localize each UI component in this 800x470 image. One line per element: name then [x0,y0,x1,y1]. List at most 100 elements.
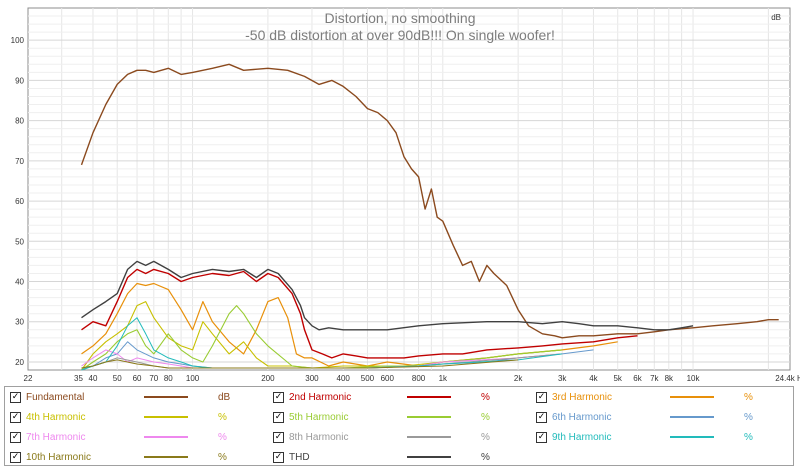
legend-checkbox[interactable]: ✓ [273,431,284,443]
legend-unit: % [218,411,227,423]
legend-swatch [670,396,714,398]
x-tick-label: 500 [361,374,375,383]
legend-unit: % [218,451,227,463]
y-tick-label: 30 [15,318,24,327]
legend-unit: % [218,431,227,443]
legend-label: 5th Harmonic [289,411,349,423]
y-tick-label: 90 [15,76,24,85]
legend-label: Fundamental [26,391,85,403]
y-tick-label: 100 [11,36,25,45]
x-tick-label: 200 [261,374,275,383]
legend-item-3rd-harmonic: ✓ 3rd Harmonic% [536,387,764,407]
legend-item-9th-harmonic: ✓ 9th Harmonic% [536,427,764,447]
legend-checkbox[interactable]: ✓ [10,411,21,423]
legend-unit: % [744,411,753,423]
x-tick-label: 10k [687,374,701,383]
legend-swatch [670,436,714,438]
y-axis-label: dB [771,13,781,22]
y-tick-label: 60 [15,197,24,206]
y-tick-label: 70 [15,157,24,166]
y-tick-label: 80 [15,117,24,126]
legend-unit: % [744,431,753,443]
legend-item-fundamental: ✓ Fundamental dB [10,387,238,407]
legend-unit: % [481,411,490,423]
series-line-10th-harmonic [81,359,519,369]
x-tick-label: 50 [113,374,122,383]
legend-label: 2nd Harmonic [289,391,352,403]
legend-swatch [670,416,714,418]
legend-label: 9th Harmonic [552,431,612,443]
y-axis-ticks: 20 30 40 50 60 70 80 90 100 [11,36,25,367]
legend-item-5th-harmonic: ✓ 5th Harmonic% [273,407,501,427]
legend-swatch [407,396,451,398]
legend-item-8th-harmonic: ✓ 8th Harmonic% [273,427,501,447]
legend-swatch [407,416,451,418]
x-tick-label: 400 [337,374,351,383]
legend-swatch [144,456,188,458]
series-line-2nd-harmonic [81,268,638,359]
legend-checkbox[interactable]: ✓ [10,451,21,463]
legend-checkbox[interactable]: ✓ [536,411,547,423]
x-tick-label: 22 [24,374,33,383]
x-tick-label: 8k [665,374,674,383]
y-tick-label: 50 [15,237,24,246]
legend-checkbox[interactable]: ✓ [536,391,547,403]
legend-unit: % [481,431,490,443]
legend-swatch [407,456,451,458]
series-line-thd [81,260,694,331]
legend-checkbox[interactable]: ✓ [10,431,21,443]
legend-swatch [144,416,188,418]
x-tick-label: 24.4k Hz [775,374,800,383]
distortion-chart: 22 35 40 50 60 70 80 100 200 300 400 500 600 800 1k 2k 3… [11,7,800,383]
series-line-fundamental [80,63,779,339]
legend-label: 7th Harmonic [26,431,86,443]
legend-label: 4th Harmonic [26,411,86,423]
legend-item-7th-harmonic: ✓ 7th Harmonic% [10,427,238,447]
x-tick-label: 35 [74,374,83,383]
legend-checkbox[interactable]: ✓ [273,411,284,423]
x-tick-label: 80 [164,374,173,383]
x-tick-label: 1k [439,374,448,383]
legend-label: 3rd Harmonic [552,391,613,403]
legend-unit: dB [218,391,231,403]
x-tick-label: 40 [89,374,98,383]
x-tick-label: 70 [149,374,158,383]
y-tick-label: 20 [15,358,24,367]
plot-area [27,7,791,371]
x-tick-label: 2k [514,374,523,383]
x-tick-label: 800 [412,374,426,383]
legend-swatch [144,436,188,438]
x-tick-label: 5k [613,374,622,383]
legend-unit: % [744,391,753,403]
x-tick-label: 100 [186,374,200,383]
legend-checkbox[interactable]: ✓ [273,451,284,463]
legend-panel: ✓ Fundamental dB ✓ 2nd Harmonic% ✓ 3rd Harmoni… [4,386,794,466]
legend-swatch [407,436,451,438]
x-tick-label: 6k [633,374,642,383]
legend-checkbox[interactable]: ✓ [10,391,21,403]
chart-title: Distortion, no smoothing [325,10,476,26]
legend-label: 8th Harmonic [289,431,349,443]
chart-subtitle: -50 dB distortion at over 90dB!!! On sin… [245,27,555,43]
legend-label: 10th Harmonic [26,451,92,463]
legend-item-4th-harmonic: ✓ 4th Harmonic% [10,407,238,427]
legend-label: THD [289,451,310,463]
x-tick-label: 60 [133,374,142,383]
x-tick-label: 300 [305,374,319,383]
series-line-9th-harmonic [81,317,563,371]
x-tick-label: 7k [650,374,659,383]
legend-unit: % [481,391,490,403]
legend-checkbox[interactable]: ✓ [536,431,547,443]
legend-item-6th-harmonic: ✓ 6th Harmonic% [536,407,764,427]
x-tick-label: 3k [558,374,567,383]
x-axis-ticks: 22 35 40 50 60 70 80 100 200 300 400 500 600 800 1k 2k 3… [24,374,800,383]
x-tick-label: 600 [381,374,395,383]
series-layer [80,63,779,371]
legend-item-thd: ✓ THD% [273,447,501,467]
legend-item-10th-harmonic: ✓ 10th Harmonic% [10,447,238,467]
legend-unit: % [481,451,490,463]
legend-label: 6th Harmonic [552,411,612,423]
x-tick-label: 4k [589,374,598,383]
legend-item-2nd-harmonic: ✓ 2nd Harmonic% [273,387,501,407]
legend-checkbox[interactable]: ✓ [273,391,284,403]
